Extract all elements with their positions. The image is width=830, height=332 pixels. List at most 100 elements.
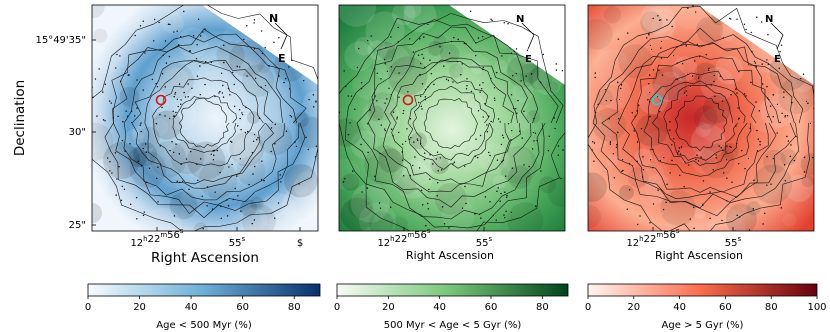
source-dot <box>378 202 381 204</box>
source-dot <box>646 37 648 39</box>
source-dot <box>650 148 652 151</box>
source-dot <box>81 115 82 116</box>
source-dot <box>705 85 707 87</box>
source-dot <box>143 211 146 213</box>
source-dot <box>744 168 746 170</box>
source-dot <box>155 82 157 85</box>
source-dot <box>501 55 503 57</box>
map-cell <box>236 156 266 186</box>
source-dot <box>180 163 182 166</box>
source-dot <box>640 128 643 130</box>
source-dot <box>243 38 245 41</box>
source-dot <box>161 73 164 75</box>
source-dot <box>720 146 723 149</box>
source-dot <box>562 149 564 151</box>
source-dot <box>478 213 481 216</box>
source-dot <box>343 70 345 72</box>
map-cell <box>780 149 797 166</box>
source-dot <box>779 121 781 124</box>
source-dot <box>461 63 463 65</box>
map-cell <box>229 207 243 220</box>
compass-arrow <box>521 22 535 36</box>
source-dot <box>234 187 236 190</box>
source-dot <box>254 165 256 168</box>
source-dot <box>366 187 369 189</box>
source-dot <box>750 81 752 84</box>
map-cell <box>526 110 541 124</box>
source-dot <box>470 90 473 93</box>
source-dot <box>174 91 177 94</box>
source-dot <box>233 105 236 108</box>
source-dot <box>482 116 484 118</box>
source-dot <box>778 67 780 69</box>
source-dot <box>216 149 218 152</box>
source-dot <box>134 34 136 37</box>
map-cell <box>240 199 258 217</box>
source-dot <box>735 142 738 145</box>
source-dot <box>268 65 270 67</box>
source-dot <box>450 40 453 43</box>
map-cell <box>778 77 814 115</box>
source-dot <box>137 160 140 162</box>
source-dot <box>214 191 216 193</box>
map-cell <box>339 158 361 190</box>
source-dot <box>232 71 234 74</box>
source-dot <box>669 129 671 131</box>
source-dot <box>488 151 490 154</box>
map-cell <box>198 160 238 199</box>
source-dot <box>497 187 499 189</box>
source-dot <box>298 183 300 185</box>
source-dot <box>617 38 620 40</box>
source-dot <box>179 103 182 105</box>
source-dot <box>779 50 781 53</box>
source-dot <box>793 159 795 162</box>
map-cell <box>216 41 245 70</box>
source-dot <box>427 23 429 25</box>
map-cell <box>226 131 259 165</box>
source-dot <box>490 120 492 123</box>
source-dot <box>159 145 161 147</box>
source-dot <box>516 112 518 114</box>
source-dot <box>187 83 189 85</box>
map-cell <box>627 167 649 188</box>
source-dot <box>167 23 170 25</box>
compass-north: N <box>269 12 278 25</box>
source-dot <box>360 82 363 84</box>
source-dot <box>815 119 816 120</box>
source-dot <box>482 68 484 71</box>
source-dot <box>531 148 534 150</box>
source-dot <box>319 137 320 138</box>
map-cell <box>93 28 108 43</box>
source-dot <box>199 35 202 37</box>
source-dot <box>173 115 176 117</box>
source-dot <box>241 112 243 114</box>
source-dot <box>218 92 220 94</box>
source-dot <box>769 105 772 107</box>
source-dot <box>409 174 412 177</box>
source-dot <box>425 224 427 227</box>
source-dot <box>121 139 124 142</box>
source-dot <box>700 156 702 158</box>
source-dot <box>634 115 636 118</box>
source-dot <box>125 110 127 112</box>
map-cell <box>159 67 190 99</box>
source-dot <box>684 161 686 163</box>
contour <box>643 70 757 177</box>
contour <box>178 97 230 149</box>
source-dot <box>121 185 123 188</box>
map-cell <box>354 36 374 56</box>
source-dot <box>540 81 542 84</box>
source-dot <box>424 96 427 98</box>
map-cell <box>692 148 718 175</box>
source-dot <box>480 217 482 219</box>
source-dot <box>523 110 525 113</box>
map-cell <box>760 93 795 128</box>
source-dot <box>743 23 746 25</box>
source-dot <box>652 149 654 151</box>
map-cell <box>350 183 390 223</box>
source-dot <box>499 200 501 202</box>
source-dot <box>758 110 760 112</box>
map-cell <box>698 107 735 144</box>
source-dot <box>445 78 448 81</box>
source-dot <box>419 38 421 40</box>
